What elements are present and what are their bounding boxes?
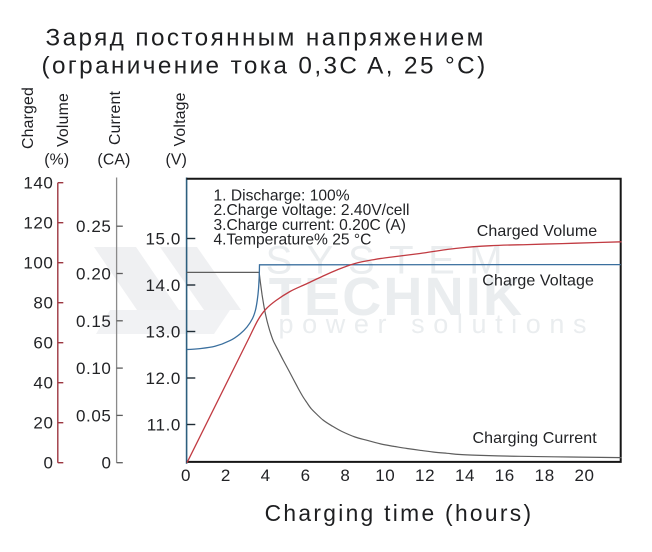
svg-text:12.0: 12.0: [146, 369, 182, 388]
svg-text:120: 120: [23, 214, 53, 233]
svg-text:18: 18: [535, 466, 555, 485]
svg-text:(CA): (CA): [97, 152, 130, 169]
svg-text:Current: Current: [107, 91, 124, 145]
svg-text:6: 6: [301, 466, 311, 485]
svg-text:4.Temperature% 25 °C: 4.Temperature% 25 °C: [214, 232, 372, 249]
svg-text:(ограничение тока 0,3C A, 25 °: (ограничение тока 0,3C A, 25 °C): [42, 53, 488, 80]
svg-text:13.0: 13.0: [146, 323, 182, 342]
svg-text:40: 40: [33, 374, 53, 393]
svg-text:3.Charge current: 0.20C (A): 3.Charge current: 0.20C (A): [214, 217, 406, 234]
svg-text:0: 0: [43, 454, 53, 473]
svg-text:0.10: 0.10: [76, 359, 112, 378]
svg-text:Voltage: Voltage: [172, 92, 189, 146]
svg-text:60: 60: [33, 334, 53, 353]
svg-text:2.Charge voltage: 2.40V/cell: 2.Charge voltage: 2.40V/cell: [214, 202, 410, 219]
svg-text:SYSTEM: SYSTEM: [266, 239, 517, 283]
svg-text:Volume: Volume: [55, 93, 72, 147]
svg-text:0.05: 0.05: [76, 406, 112, 425]
svg-text:16: 16: [495, 466, 515, 485]
svg-text:0: 0: [181, 466, 191, 485]
svg-text:TECHNIK: TECHNIK: [269, 267, 524, 327]
svg-text:0.20: 0.20: [76, 265, 112, 284]
svg-text:Charging time (hours): Charging time (hours): [265, 500, 534, 526]
svg-text:15.0: 15.0: [146, 230, 182, 249]
svg-text:(%): (%): [44, 152, 69, 169]
svg-text:0.15: 0.15: [76, 312, 112, 331]
svg-text:Charged: Charged: [20, 87, 37, 149]
svg-text:1. Discharge: 100%: 1. Discharge: 100%: [214, 187, 350, 204]
svg-text:2: 2: [221, 466, 231, 485]
svg-text:140: 140: [23, 174, 53, 193]
svg-text:0: 0: [101, 454, 111, 473]
svg-text:100: 100: [23, 254, 53, 273]
svg-text:Charging Current: Charging Current: [473, 430, 598, 447]
svg-text:20: 20: [574, 466, 594, 485]
svg-text:14.0: 14.0: [146, 276, 182, 295]
svg-text:Charged Volume: Charged Volume: [477, 223, 598, 240]
svg-text:80: 80: [33, 294, 53, 313]
svg-text:Charge Voltage: Charge Voltage: [482, 272, 594, 289]
svg-text:power solutions: power solutions: [279, 309, 596, 339]
svg-text:20: 20: [33, 414, 53, 433]
svg-text:(V): (V): [165, 152, 187, 169]
svg-text:12: 12: [415, 466, 435, 485]
svg-text:4: 4: [261, 466, 271, 485]
svg-text:10: 10: [375, 466, 395, 485]
svg-text:0.25: 0.25: [76, 217, 112, 236]
svg-text:Заряд постоянным напряжением: Заряд постоянным напряжением: [46, 24, 486, 51]
svg-text:14: 14: [455, 466, 475, 485]
svg-text:11.0: 11.0: [147, 416, 181, 435]
svg-text:8: 8: [340, 466, 350, 485]
